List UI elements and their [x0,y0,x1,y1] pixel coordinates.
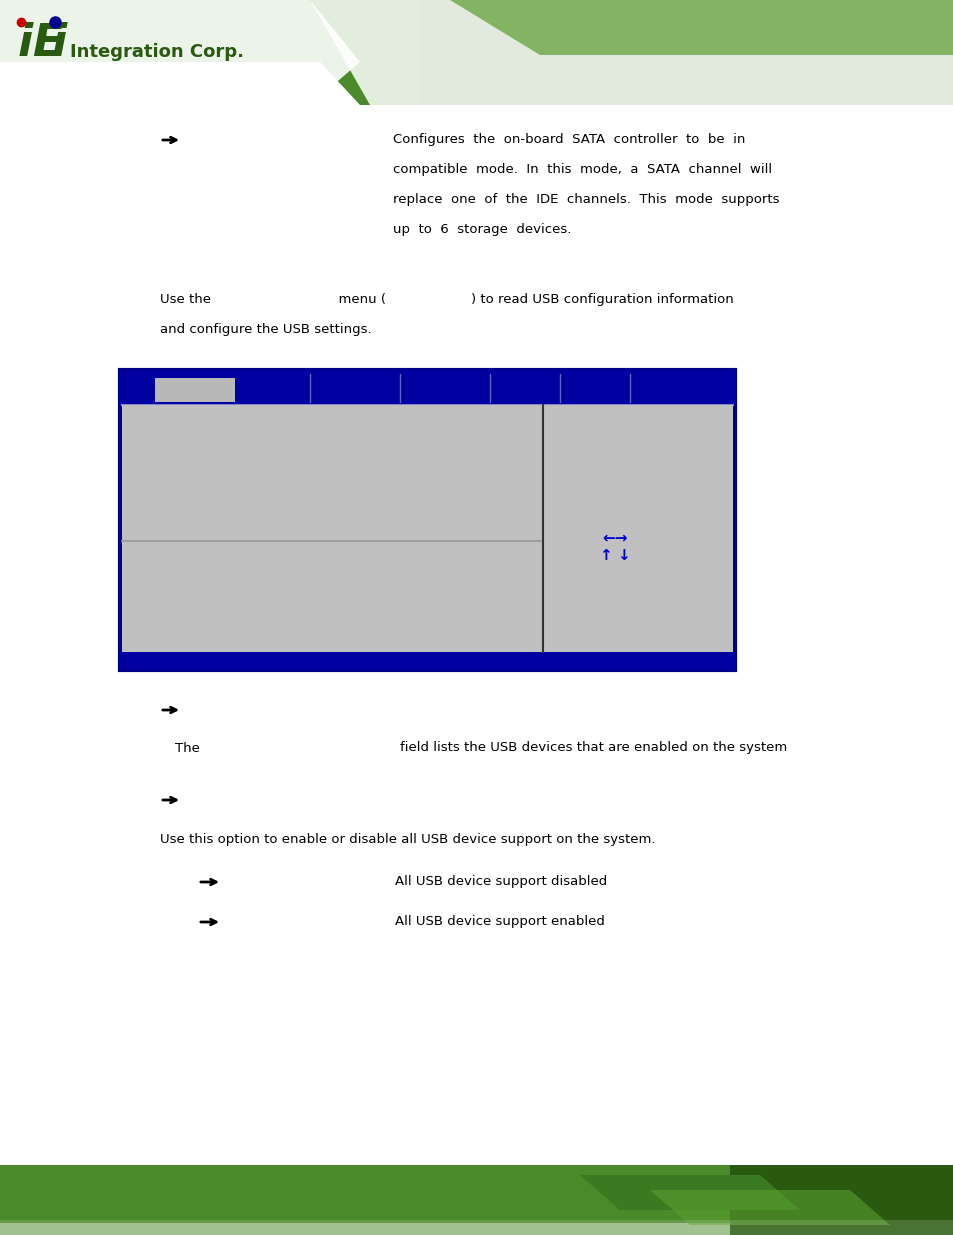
Bar [0,0,953,105]
Text: i: i [18,22,33,65]
Bar [0,1223,953,1235]
Bar [0,0,319,105]
Bar [120,370,734,671]
Text: Integration Corp.: Integration Corp. [70,43,244,61]
Polygon shape [649,1191,889,1225]
Bar [120,370,734,405]
Text: ↑ ↓: ↑ ↓ [599,548,630,563]
Bar [0,1165,953,1235]
Bar [729,1165,953,1235]
Bar [542,405,732,652]
Polygon shape [579,1174,800,1210]
Text: All USB device support enabled: All USB device support enabled [395,915,604,929]
Text: E: E [32,22,62,65]
Text: compatible  mode.  In  this  mode,  a  SATA  channel  will: compatible mode. In this mode, a SATA ch… [393,163,771,177]
Bar [419,0,953,105]
Text: All USB device support disabled: All USB device support disabled [395,876,607,888]
Text: The: The [174,741,200,755]
Text: i: i [52,22,67,65]
Text: Configures  the  on-board  SATA  controller  to  be  in: Configures the on-board SATA controller … [393,133,744,147]
Polygon shape [0,0,359,105]
Bar [122,405,542,652]
Text: field lists the USB devices that are enabled on the system: field lists the USB devices that are ena… [399,741,786,755]
Text: Use the                              menu (                    ) to read USB con: Use the menu ( ) to read USB con [160,294,733,306]
Polygon shape [0,62,359,105]
Text: ←→: ←→ [601,530,627,546]
Polygon shape [310,0,953,105]
Polygon shape [0,1220,953,1235]
Text: up  to  6  storage  devices.: up to 6 storage devices. [393,224,571,236]
Bar [122,405,732,652]
Bar [120,652,734,671]
Text: Use this option to enable or disable all USB device support on the system.: Use this option to enable or disable all… [160,834,655,846]
Text: replace  one  of  the  IDE  channels.  This  mode  supports: replace one of the IDE channels. This mo… [393,194,779,206]
Polygon shape [450,0,953,56]
Text: and configure the USB settings.: and configure the USB settings. [160,324,372,336]
Bar [154,378,234,403]
